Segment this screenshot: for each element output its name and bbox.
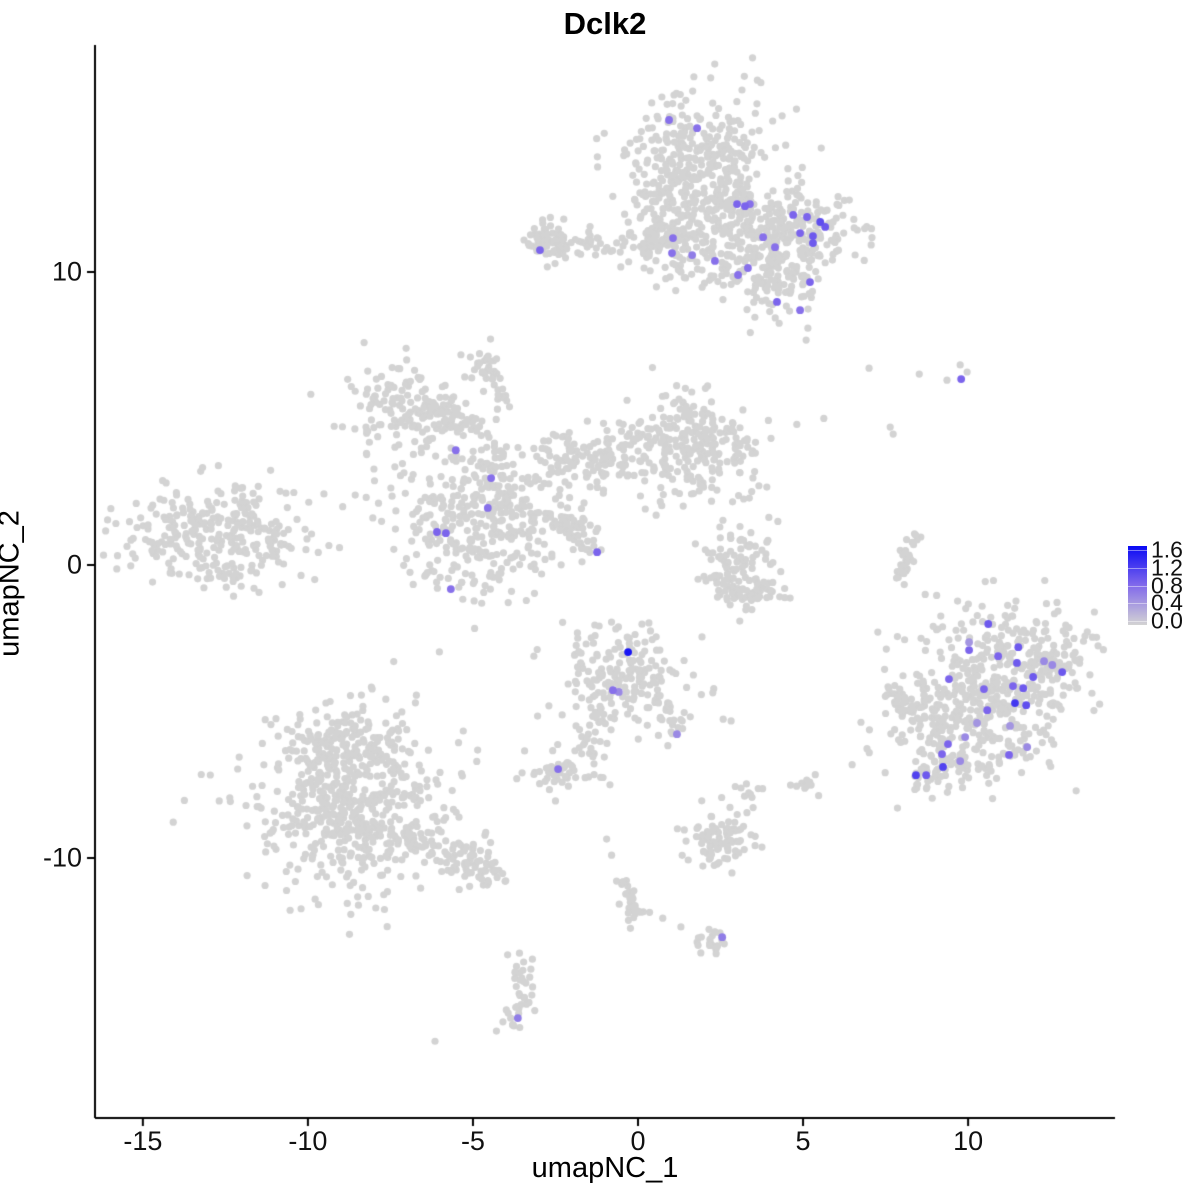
colorbar-tick-mark <box>1128 603 1147 605</box>
colorbar-tick-label: 0.0 <box>1151 607 1183 634</box>
colorbar-tick-mark <box>1128 621 1147 622</box>
colorbar-tick-label: 0.8 <box>1151 572 1183 598</box>
x-axis-title: umapNC_1 <box>531 1152 679 1184</box>
y-axis-title: umapNC_2 <box>0 510 26 657</box>
colorbar-tick-mark <box>1128 567 1147 569</box>
x-tick-label: -5 <box>460 1126 485 1156</box>
y-tick-label: 10 <box>51 256 82 287</box>
y-tick-label: -10 <box>42 842 82 873</box>
plot-title: Dclk2 <box>563 6 647 41</box>
x-tick-label: 10 <box>953 1126 984 1156</box>
expression-colorbar <box>1128 546 1147 625</box>
colorbar-tick-label: 1.2 <box>1151 554 1183 581</box>
colorbar-tick-label: 0.4 <box>1151 589 1183 616</box>
y-tick-label: 0 <box>66 549 82 580</box>
colorbar-tick-label: 1.6 <box>1151 536 1183 563</box>
x-tick-label: 0 <box>630 1126 646 1156</box>
x-tick-label: -15 <box>123 1126 163 1156</box>
x-tick-label: -10 <box>288 1126 328 1156</box>
colorbar-tick-mark <box>1128 585 1147 587</box>
colorbar-tick-mark <box>1128 550 1147 551</box>
x-tick-label: 5 <box>795 1126 811 1156</box>
